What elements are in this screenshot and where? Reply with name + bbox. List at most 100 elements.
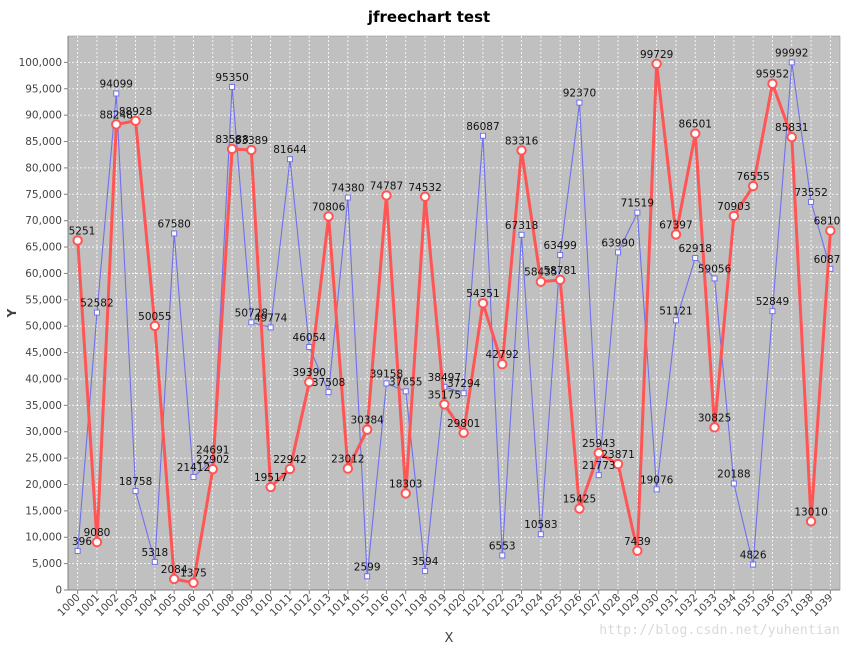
y-tick-label: 90,000 (25, 110, 62, 122)
data-label: 21773 (582, 460, 615, 472)
chart-title: jfreechart test (367, 8, 491, 26)
data-label: 10583 (524, 519, 557, 531)
data-label: 22942 (273, 454, 306, 466)
y-tick-label: 50,000 (25, 321, 62, 333)
data-point (72, 235, 83, 246)
data-label: 4826 (740, 550, 767, 562)
x-axis-label: X (445, 631, 454, 646)
data-label: 3594 (412, 556, 439, 568)
data-label: 19076 (640, 474, 674, 486)
data-point (499, 552, 506, 559)
data-point (711, 275, 718, 282)
data-point (786, 131, 797, 143)
watermark: http://blog.csdn.net/yuhentian (599, 623, 840, 638)
data-point (554, 274, 566, 286)
data-label: 37655 (389, 376, 422, 388)
data-point (364, 573, 371, 580)
data-point (286, 156, 293, 163)
data-point (593, 447, 604, 459)
data-label: 38497 (428, 372, 461, 384)
plot-area (67, 35, 841, 591)
data-label: 39158 (370, 368, 403, 380)
y-tick-label: 95,000 (25, 83, 62, 95)
data-label: 42792 (486, 349, 519, 361)
data-label: 18758 (119, 476, 152, 488)
data-point (402, 388, 409, 395)
y-tick-label: 20,000 (25, 479, 62, 491)
data-label: 83316 (505, 135, 539, 147)
data-label: 30825 (698, 412, 731, 424)
data-point (750, 561, 757, 568)
data-point (615, 249, 622, 256)
y-tick-label: 15,000 (25, 505, 62, 517)
data-label: 88248 (100, 109, 133, 121)
data-label: 86087 (466, 121, 499, 133)
data-label: 15425 (563, 494, 596, 506)
data-label: 49774 (254, 312, 288, 324)
data-point (93, 309, 100, 316)
data-point (344, 194, 351, 201)
data-label: 5318 (141, 547, 168, 559)
data-label: 88928 (119, 106, 152, 118)
data-point (325, 389, 332, 396)
data-label: 5251 (69, 225, 96, 237)
data-label: 25943 (582, 438, 615, 450)
y-axis-label: Y (5, 308, 19, 318)
data-point (306, 344, 313, 351)
data-point (557, 251, 564, 258)
data-point (149, 320, 161, 332)
data-label: 35175 (428, 389, 461, 401)
data-label: 30384 (350, 415, 384, 427)
data-point (265, 481, 276, 493)
data-label: 29801 (447, 418, 480, 430)
data-point (304, 376, 315, 388)
data-point (670, 229, 682, 240)
data-label: 54351 (466, 288, 499, 300)
data-labels: 396 52582 94099 18758 5318 67580 21412 24691 953… (69, 47, 841, 579)
data-label: 94099 (100, 79, 133, 91)
data-point (728, 210, 740, 222)
data-label: 21412 (177, 462, 210, 474)
data-label: 99729 (640, 49, 673, 61)
data-label: 50728 (235, 307, 268, 319)
data-point (808, 198, 815, 205)
data-point (518, 231, 525, 238)
data-label: 76555 (736, 171, 769, 183)
data-point (805, 516, 817, 527)
data-label: 67397 (659, 219, 692, 231)
data-point (190, 474, 197, 481)
data-label: 70903 (717, 201, 750, 213)
data-label: 74532 (408, 182, 441, 194)
data-label: 2084 (161, 564, 188, 576)
data-label: 1375 (180, 568, 207, 580)
data-point (188, 577, 199, 588)
data-point (535, 276, 547, 287)
data-point (229, 83, 236, 90)
data-point (477, 298, 489, 309)
data-label: 22902 (196, 454, 229, 466)
y-tick-label: 70,000 (25, 215, 62, 227)
data-label: 37294 (447, 378, 481, 390)
data-label: 6810 (814, 216, 841, 228)
data-label: 37508 (312, 377, 345, 389)
data-point (284, 463, 296, 475)
data-label: 67318 (505, 220, 538, 232)
data-point (709, 422, 720, 433)
data-point (516, 145, 527, 156)
data-point (632, 545, 643, 556)
data-point (400, 488, 411, 499)
data-point (323, 211, 334, 222)
data-point (419, 191, 431, 202)
data-label: 70806 (312, 201, 346, 213)
data-point (248, 319, 255, 326)
data-point (788, 59, 795, 66)
data-point (651, 58, 662, 70)
data-label: 95350 (215, 72, 248, 84)
y-tick-label: 65,000 (25, 242, 62, 254)
data-point (537, 531, 544, 538)
y-tick-label: 25,000 (25, 453, 62, 465)
data-label: 19517 (254, 472, 287, 484)
series-line (76, 62, 832, 585)
data-point (130, 115, 141, 126)
y-tick-label: 100,000 (19, 57, 62, 69)
